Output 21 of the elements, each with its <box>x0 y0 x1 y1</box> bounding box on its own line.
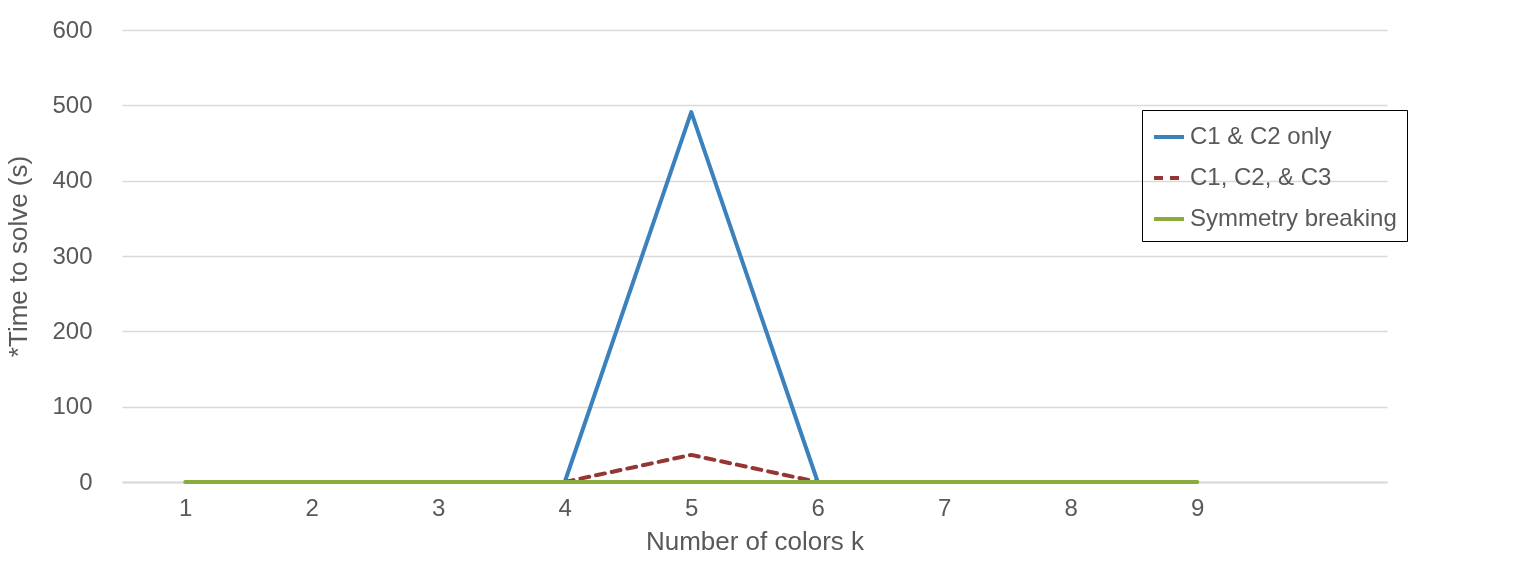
y-tick-label: 500 <box>52 90 93 118</box>
x-axis-title: Number of colors k <box>645 525 866 556</box>
x-tick-label: 7 <box>938 493 952 521</box>
x-tick-label: 3 <box>432 493 446 521</box>
x-tick-label: 6 <box>811 493 825 521</box>
x-tick-label: 5 <box>685 493 699 521</box>
legend-label: Symmetry breaking <box>1190 204 1397 231</box>
y-tick-label: 300 <box>52 241 93 269</box>
y-tick-label: 400 <box>52 166 93 194</box>
x-tick-label: 1 <box>179 493 193 521</box>
x-tick-label: 8 <box>1064 493 1078 521</box>
y-axis-title: *Time to solve (s) <box>3 155 34 358</box>
y-tick-label: 100 <box>52 392 93 420</box>
y-tick-label: 600 <box>52 15 93 43</box>
y-tick-label: 200 <box>52 316 93 344</box>
y-tick-label: 0 <box>79 467 93 495</box>
x-tick-label: 4 <box>558 493 572 521</box>
x-tick-label: 9 <box>1191 493 1205 521</box>
legend-label: C1 & C2 only <box>1190 122 1332 149</box>
x-tick-label: 2 <box>305 493 319 521</box>
legend-label: C1, C2, & C3 <box>1190 163 1332 190</box>
